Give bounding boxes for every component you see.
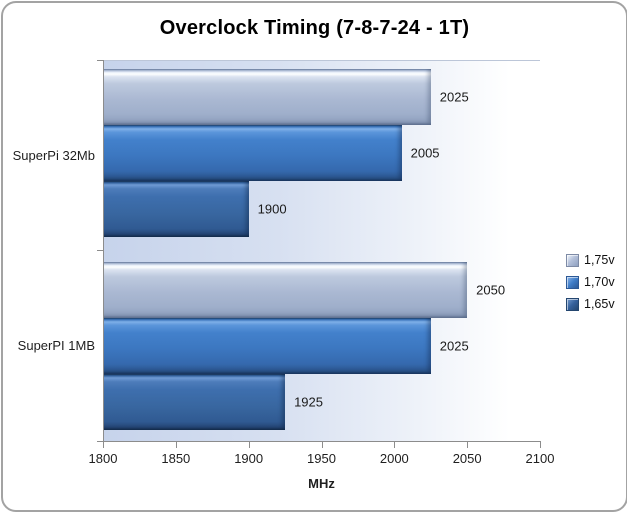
y-axis-line [103,60,104,441]
category-label-superpi-1mb: SuperPI 1MB [17,338,95,353]
bar-superpi-32mb-1-70v: 2005 [103,125,440,181]
data-label: 2050 [476,282,506,298]
x-tick-label: 2100 [525,451,555,466]
bar-superpi-1mb-1-75v: 2050 [103,262,505,318]
data-label: 1900 [257,201,287,217]
bar-superpi-32mb-1-65v: 1900 [103,181,287,237]
x-tick-label: 2000 [379,451,409,466]
legend-item-1-75v: 1,75v [566,249,615,271]
bar-superpi-32mb-1-75v: 2025 [103,69,469,125]
legend-swatch-icon [566,253,579,267]
x-axis-tick-labels: 1800 1850 1900 1950 2000 2050 2100 [89,451,555,467]
data-label: 1925 [294,394,323,410]
x-axis-title: MHz [308,476,335,491]
data-label: 2025 [439,338,469,354]
x-tick-label: 2050 [452,451,482,466]
x-tick-label: 1950 [307,451,336,466]
legend-label: 1,75v [584,253,615,267]
x-tick-label: 1850 [161,451,191,466]
x-axis-line [103,441,541,442]
bar-superpi-1mb-1-65v: 1925 [103,374,323,430]
chart-title: Overclock Timing (7-8-7-24 - 1T) [159,17,470,39]
x-tick-label: 1900 [234,451,264,466]
legend-item-1-65v: 1,65v [566,293,615,315]
legend-label: 1,65v [584,297,615,311]
legend: 1,75v 1,70v 1,65v [566,249,615,315]
category-label-superpi-32mb: SuperPi 32Mb [12,148,95,163]
x-axis-tickmarks [103,442,541,448]
y-axis-tick [97,60,103,61]
legend-swatch-icon [566,297,579,311]
data-label: 2025 [439,89,469,105]
data-label: 2005 [410,145,440,161]
y-axis-tick [97,250,103,251]
y-axis-tick [97,441,103,442]
legend-swatch-icon [566,275,579,289]
x-tick-label: 1800 [88,451,118,466]
plot-area: 2025 2005 1900 2050 2025 1925 [103,60,540,442]
legend-label: 1,70v [584,275,615,289]
bar-superpi-1mb-1-70v: 2025 [103,318,469,374]
legend-item-1-70v: 1,70v [566,271,615,293]
